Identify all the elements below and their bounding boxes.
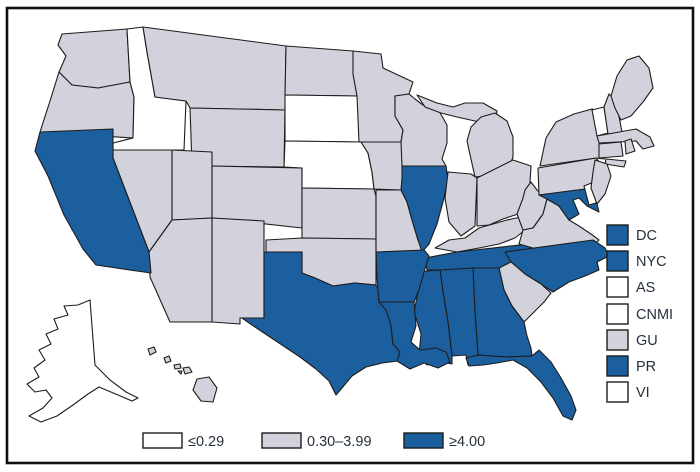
state-ct [598, 141, 624, 159]
side-legend-swatch-vi [606, 381, 629, 403]
state-fl [465, 349, 577, 421]
side-legend-label-dc: DC [636, 228, 657, 244]
state-ri [624, 138, 636, 155]
bottom-legend-swatch-high [403, 432, 444, 449]
state-nj [590, 159, 612, 205]
side-legend-swatch-as [606, 276, 629, 298]
state-mt [142, 26, 287, 111]
state-mi [466, 112, 514, 178]
state-ut [171, 149, 213, 221]
state-nd [284, 45, 358, 97]
state-hi-kauai [147, 346, 157, 356]
figure-border [5, 6, 695, 465]
state-ca [34, 128, 152, 274]
state-ks [301, 187, 377, 240]
state-wa [57, 28, 131, 89]
bottom-legend-label-low: ≤0.29 [188, 434, 224, 450]
bottom-legend-label-mid: 0.30–3.99 [307, 434, 372, 450]
bottom-legend: ≤0.29 0.30–3.99 ≥4.00 [142, 432, 485, 450]
state-me [610, 55, 654, 121]
side-legend-swatch-nyc [606, 250, 629, 272]
state-hi-maui [182, 366, 193, 375]
side-legend-label-pr: PR [636, 359, 656, 375]
state-ar [375, 249, 430, 303]
map-region-paths [26, 26, 655, 423]
side-legend-swatch-cnmi [606, 303, 629, 325]
state-ak [26, 299, 139, 423]
state-wi [394, 93, 448, 167]
state-ny-long-island [604, 158, 627, 168]
side-legend-swatch-pr [606, 355, 629, 377]
side-legend-label-vi: VI [636, 385, 650, 401]
bottom-legend-label-high: ≥4.00 [449, 434, 485, 450]
side-legend-label-cnmi: CNMI [636, 307, 673, 323]
state-hi-lanai [177, 370, 183, 375]
state-sd [284, 94, 362, 143]
side-legend-label-as: AS [636, 280, 655, 296]
side-legend-label-nyc: NYC [636, 254, 667, 270]
state-in [444, 171, 478, 237]
state-nm [211, 217, 265, 325]
side-legend: DC NYC AS CNMI GU PR VI [606, 224, 673, 403]
side-legend-swatch-dc [606, 224, 629, 246]
state-hi-oahu [163, 355, 172, 364]
state-hi-molokai [173, 363, 182, 370]
state-ma [596, 128, 655, 150]
bottom-legend-swatch-low [142, 432, 183, 449]
state-hi-big-island [192, 376, 218, 403]
side-legend-label-gu: GU [636, 333, 658, 349]
bottom-legend-swatch-mid [261, 432, 302, 449]
side-legend-swatch-gu [606, 329, 629, 351]
state-la [378, 301, 451, 370]
state-tx [241, 251, 402, 396]
